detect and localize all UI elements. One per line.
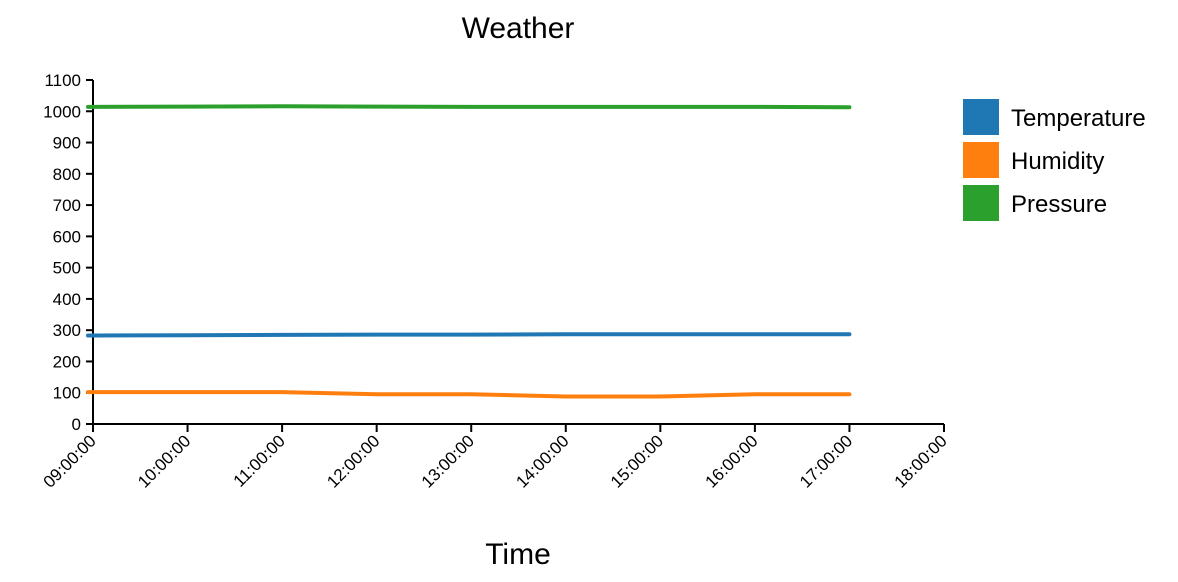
x-tick-label: 11:00:00 — [230, 431, 289, 490]
chart-title: Weather — [462, 12, 575, 45]
x-tick-label: 14:00:00 — [512, 431, 572, 491]
y-tick-label: 500 — [53, 259, 81, 278]
x-tick-label: 10:00:00 — [134, 431, 194, 491]
legend-label-pressure: Pressure — [1011, 191, 1107, 218]
legend-label-temperature: Temperature — [1011, 105, 1146, 132]
y-tick-label: 300 — [53, 321, 81, 340]
legend-swatch-humidity — [963, 142, 999, 178]
series-line-pressure — [86, 104, 852, 110]
x-axis-title: Time — [485, 538, 551, 571]
y-tick-label: 400 — [53, 290, 81, 309]
y-tick-label: 100 — [53, 384, 81, 403]
series-line-temperature — [86, 332, 852, 338]
x-tick-label: 16:00:00 — [701, 431, 761, 491]
x-tick-label: 17:00:00 — [796, 431, 856, 491]
series-group — [86, 104, 852, 399]
y-tick-label: 1100 — [44, 71, 81, 90]
y-tick-label: 700 — [53, 196, 81, 215]
legend-swatch-pressure — [963, 185, 999, 221]
x-tick-label: 12:00:00 — [323, 431, 383, 491]
x-tick-label: 13:00:00 — [418, 431, 478, 491]
y-axis: 0 100 200 300 400 500 600 700 800 900 1000 1100 — [43, 71, 94, 434]
x-tick-label: 15:00:00 — [607, 431, 667, 491]
y-tick-label: 800 — [53, 165, 81, 184]
y-tick-label: 0 — [72, 415, 81, 434]
x-tick-label: 09:00:00 — [40, 431, 100, 491]
legend: Temperature Humidity Pressure — [963, 99, 1146, 221]
y-tick-label: 600 — [53, 227, 81, 246]
x-axis: 09:00:00 10:00:00 11:00:00 12:00:00 13:00:00… — [40, 423, 951, 492]
series-line-humidity — [86, 390, 852, 399]
y-tick-label: 1000 — [43, 102, 81, 121]
legend-swatch-temperature — [963, 99, 999, 135]
y-tick-label: 200 — [53, 352, 81, 371]
legend-label-humidity: Humidity — [1011, 148, 1104, 175]
y-tick-label: 900 — [53, 134, 81, 153]
x-tick-label: 18:00:00 — [891, 431, 951, 491]
